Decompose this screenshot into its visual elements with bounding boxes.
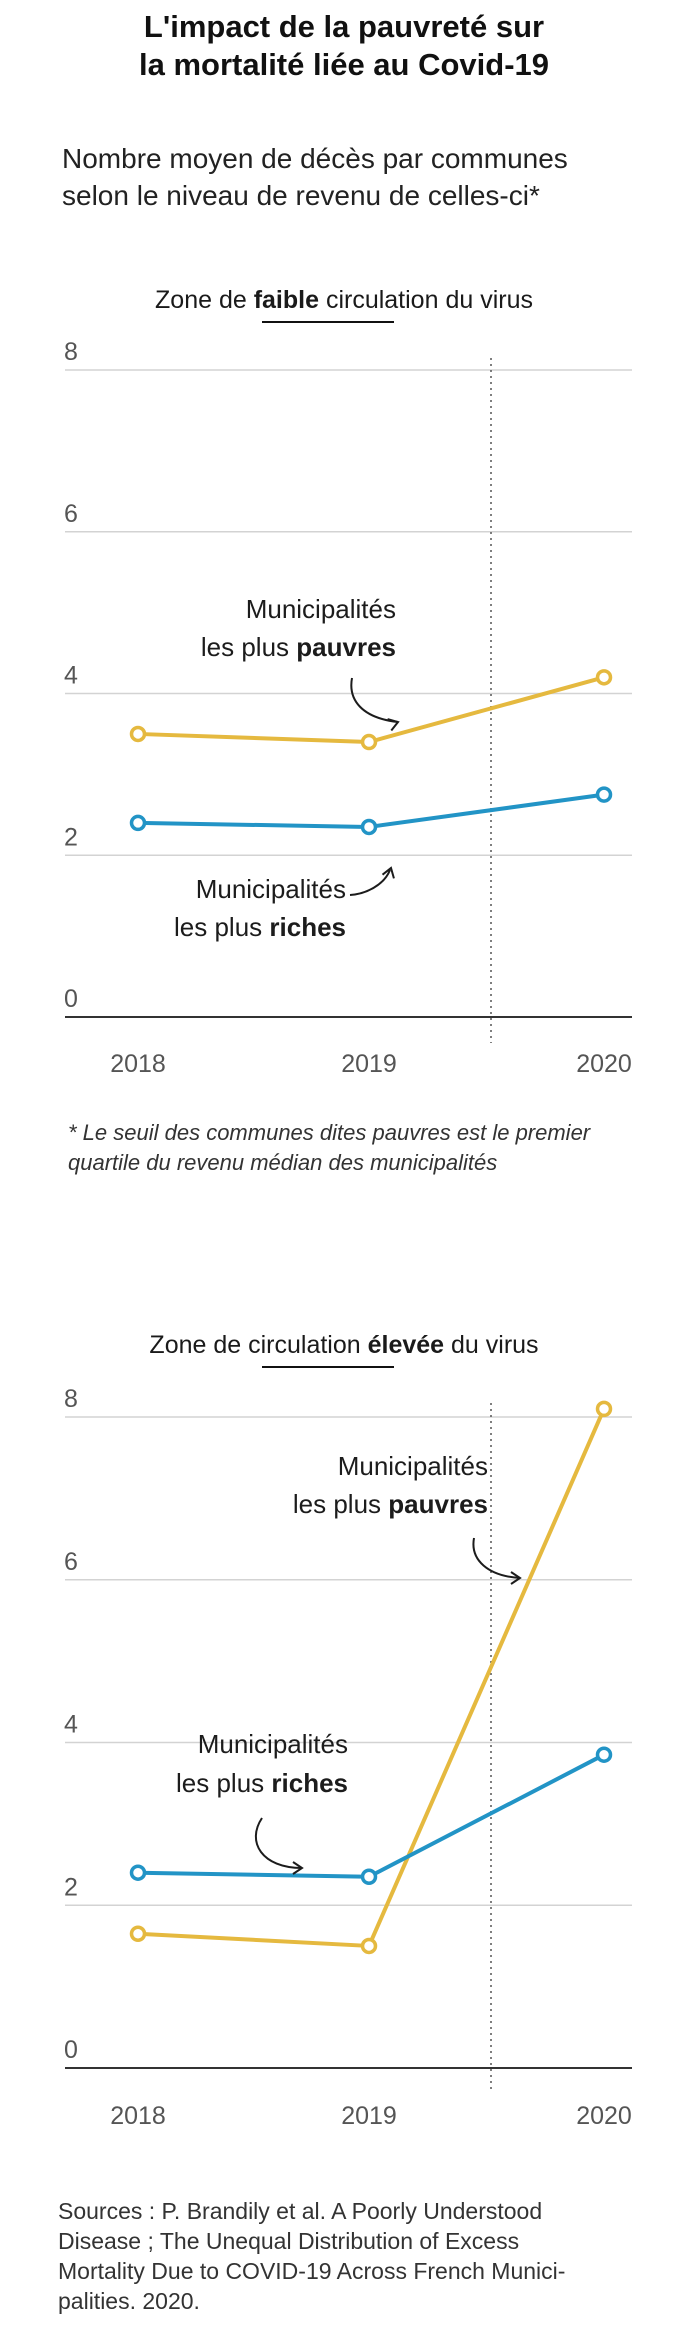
panel-2-title-underline xyxy=(262,1366,394,1368)
panel-2-chart: 0 2 4 6 8 2018 2019 2020 Municipalités les plus p… xyxy=(64,1385,632,2130)
panel-1-x-tick-label: 2019 xyxy=(341,1050,397,1078)
panel-2-x-tick-label: 2018 xyxy=(110,2102,166,2130)
panel-1-point-rich xyxy=(129,814,147,832)
panel-1-y-tick-label: 8 xyxy=(64,338,78,366)
panel-1-annotation-rich-arrow xyxy=(349,869,391,896)
chart-subtitle: Nombre moyen de décès par communes selon… xyxy=(62,140,662,214)
panel-1-title: Zone de faible circulation du virus xyxy=(0,285,688,315)
panel-1-annotation-poor-arrowhead xyxy=(387,718,400,732)
panel-2-point-poor xyxy=(129,1925,147,1942)
panel-2-title: Zone de circulation élevée du virus xyxy=(0,1330,688,1360)
panel-1-chart: 0 2 4 6 8 2018 2019 2020 Municipalités les plus p… xyxy=(64,338,632,1078)
sources-line-2: Disease ; The Unequal Distribution of Ex… xyxy=(58,2228,520,2254)
panel-2-annotation-rich-arrowhead xyxy=(292,1861,304,1875)
panel-2-title-pre: Zone de circulation xyxy=(149,1331,368,1359)
panel-1-annotation-rich-arrowhead xyxy=(381,866,395,879)
panel-1-annotation-rich-bold: riches xyxy=(269,912,346,942)
panel-1-title-bold: faible xyxy=(253,286,319,314)
panel-2-annotation-rich-line1: Municipalités xyxy=(198,1729,348,1759)
panel-2-annotation-poor-arrow xyxy=(472,1537,521,1579)
panel-2-annotation-poor-line1: Municipalités xyxy=(338,1451,488,1481)
sources-line-1: Sources : P. Brandily et al. A Poorly Un… xyxy=(58,2198,543,2224)
footnote-line-1: * Le seuil des communes dites pauvres es… xyxy=(68,1120,591,1145)
subtitle-line-2: selon le niveau de revenu de celles-ci* xyxy=(62,180,540,211)
title-line-1: L'impact de la pauvreté sur xyxy=(143,9,545,44)
panel-1-title-underline xyxy=(262,321,394,323)
panel-2-point-rich xyxy=(129,1864,147,1881)
panel-2-title-bold: élevée xyxy=(367,1331,445,1359)
panel-2-annotation-poor-bold: pauvres xyxy=(388,1489,488,1519)
panel-1-x-tick-label: 2018 xyxy=(110,1050,166,1078)
panel-2-y-tick-label: 0 xyxy=(64,2036,78,2064)
panel-1-annotation-rich-plain: les plus xyxy=(174,912,269,942)
panel-1-annotation-poor-line2: les plus pauvres xyxy=(201,632,396,662)
panel-2-point-poor xyxy=(595,1400,613,1418)
panel-1-y-tick-label: 6 xyxy=(64,500,78,528)
panel-2-y-tick-label: 6 xyxy=(64,1548,78,1576)
panel-1-point-rich xyxy=(360,818,378,836)
panel-2-y-tick-label: 4 xyxy=(64,1711,78,1739)
panel-1-title-pre: Zone de xyxy=(155,286,254,314)
panel-1-annotation-poor-bold: pauvres xyxy=(296,632,396,662)
panel-1-point-poor xyxy=(129,725,147,743)
panel-1-annotation-poor-line1: Municipalités xyxy=(246,594,396,624)
panel-1-point-poor xyxy=(360,733,378,751)
panel-2-point-rich xyxy=(595,1746,613,1763)
panel-2-annotation-poor-plain: les plus xyxy=(293,1489,388,1519)
subtitle-line-1: Nombre moyen de décès par communes xyxy=(62,143,568,174)
panel-2-x-tick-label: 2020 xyxy=(576,2102,632,2130)
panel-2-x-tick-label: 2019 xyxy=(341,2102,397,2130)
panel-1-y-tick-label: 2 xyxy=(64,823,78,851)
panel-1-title-post: circulation du virus xyxy=(319,286,533,314)
sources: Sources : P. Brandily et al. A Poorly Un… xyxy=(58,2196,668,2316)
panel-1-annotation-rich-line2: les plus riches xyxy=(174,912,346,942)
panel-2-y-tick-label: 2 xyxy=(64,1873,78,1901)
panel-1-annotation-rich-line1: Municipalités xyxy=(196,874,346,904)
panel-2-annotation-rich-line2: les plus riches xyxy=(176,1768,348,1798)
panel-2-annotation-rich-bold: riches xyxy=(271,1768,348,1798)
footnote: * Le seuil des communes dites pauvres es… xyxy=(68,1118,668,1178)
panel-1-y-tick-label: 4 xyxy=(64,662,78,690)
sources-line-3: Mortality Due to COVID-19 Across French … xyxy=(58,2258,566,2284)
panel-2-title-post: du virus xyxy=(444,1331,539,1359)
panel-2-annotation-poor-line2: les plus pauvres xyxy=(293,1489,488,1519)
panel-2-point-poor xyxy=(360,1937,378,1955)
title-line-2: la mortalité liée au Covid-19 xyxy=(138,47,550,82)
footnote-line-2: quartile du revenu médian des municipali… xyxy=(68,1150,498,1175)
panel-2-annotation-rich-arrow xyxy=(255,1817,303,1869)
chart-title: L'impact de la pauvreté sur la mortalité… xyxy=(0,8,688,84)
sources-line-4: palities. 2020. xyxy=(58,2288,200,2314)
panel-2-annotation-poor-arrowhead xyxy=(510,1571,522,1585)
panel-1-annotation-poor-plain: les plus xyxy=(201,632,296,662)
panel-1-line-poor xyxy=(137,675,605,745)
panel-1-point-rich xyxy=(595,786,613,803)
panel-1-x-tick-label: 2020 xyxy=(576,1050,632,1078)
panel-1-annotation-poor-arrow xyxy=(350,677,399,723)
panel-2-y-tick-label: 8 xyxy=(64,1385,78,1413)
panel-2-point-rich xyxy=(360,1868,378,1886)
panel-2-annotation-rich-plain: les plus xyxy=(176,1768,271,1798)
panel-1-point-poor xyxy=(595,669,613,686)
panel-1-y-tick-label: 0 xyxy=(64,985,78,1013)
